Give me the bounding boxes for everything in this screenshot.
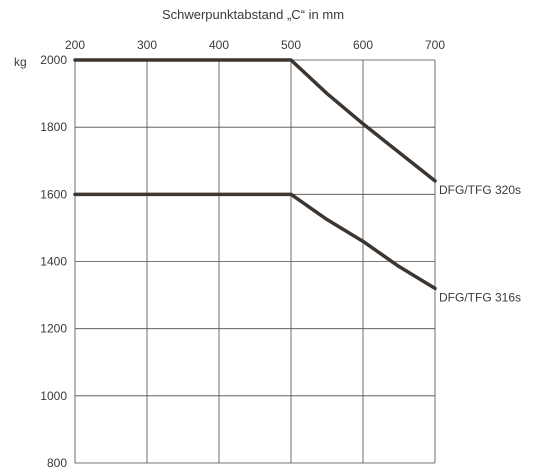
series-label-1: DFG/TFG 320s <box>439 183 521 197</box>
series-line-2 <box>73 192 437 291</box>
y-tick-labels: 2000 1800 1600 1400 1200 1000 800 <box>40 53 67 470</box>
y-tick-label: 1200 <box>40 322 67 336</box>
y-tick-label: 1000 <box>40 389 67 403</box>
series-labels: DFG/TFG 320s DFG/TFG 316s <box>439 183 521 304</box>
x-tick-label: 300 <box>137 38 157 52</box>
series-line-1 <box>73 58 437 183</box>
x-tick-label: 700 <box>425 38 445 52</box>
y-tick-label: 1800 <box>40 120 67 134</box>
y-tick-label: 800 <box>47 456 67 470</box>
x-tick-label: 200 <box>65 38 85 52</box>
x-tick-labels: 200 300 400 500 600 700 <box>65 38 445 52</box>
y-tick-label: 2000 <box>40 53 67 67</box>
x-tick-label: 600 <box>353 38 373 52</box>
y-tick-label: 1600 <box>40 187 67 201</box>
series-label-2: DFG/TFG 316s <box>439 290 521 304</box>
y-tick-label: 1400 <box>40 255 67 269</box>
chart-title: Schwerpunktabstand „C“ in mm <box>162 7 344 22</box>
y-axis-unit: kg <box>14 55 27 69</box>
grid <box>74 59 436 464</box>
series-lines <box>73 58 437 291</box>
x-tick-label: 400 <box>209 38 229 52</box>
x-tick-label: 500 <box>281 38 301 52</box>
